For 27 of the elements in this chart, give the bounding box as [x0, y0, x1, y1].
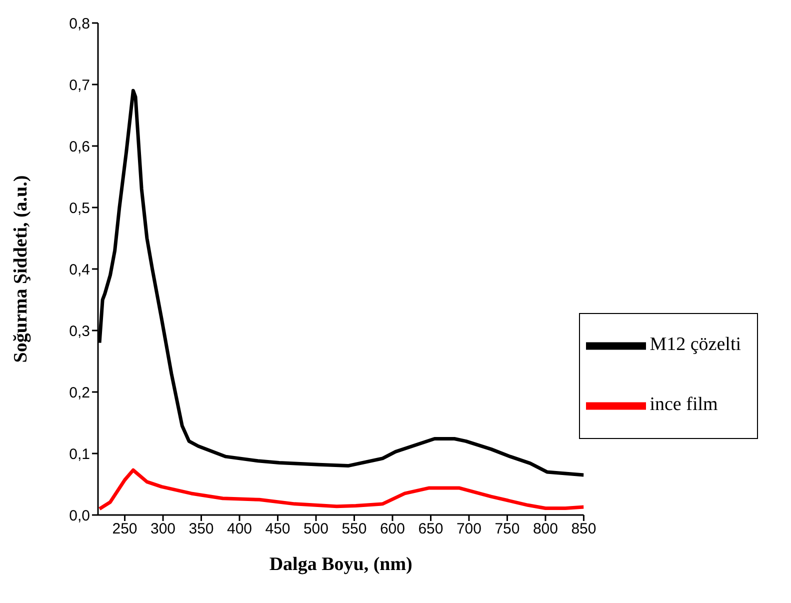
x-tick-label: 550: [342, 520, 367, 538]
x-tick-label: 850: [571, 520, 596, 538]
x-tick-label: 300: [150, 520, 176, 538]
x-tick-label: 800: [532, 520, 558, 538]
line-series: [98, 468, 584, 511]
x-tick-label: 250: [112, 520, 138, 538]
x-axis-title: Dalga Boyu, (nm): [269, 554, 412, 575]
x-tick-label: 350: [188, 520, 214, 538]
y-tick-label: 0,8: [69, 15, 90, 32]
y-tick-label: 0,5: [69, 200, 90, 217]
y-tick-label: 0,0: [69, 507, 90, 524]
x-tick-label: 700: [456, 520, 482, 538]
y-tick-label: 0,2: [69, 384, 90, 402]
legend-label: ince film: [650, 394, 718, 415]
y-tick-label: 0,4: [69, 261, 90, 278]
x-tick-label: 650: [418, 520, 444, 538]
y-tick-label: 0,1: [69, 446, 90, 463]
y-axis-title: Soğurma Şiddeti, (a.u.): [10, 175, 32, 363]
x-tick-label: 600: [380, 520, 406, 538]
y-tick-label: 0,6: [69, 138, 90, 156]
y-tick-label: 0,7: [69, 76, 90, 94]
legend-label: M12 çözelti: [650, 334, 741, 355]
x-tick-label: 400: [226, 520, 252, 538]
x-tick-label: 450: [265, 520, 290, 538]
y-tick-label: 0,3: [69, 322, 90, 340]
x-tick-label: 500: [303, 520, 329, 538]
x-tick-label: 750: [494, 520, 520, 538]
